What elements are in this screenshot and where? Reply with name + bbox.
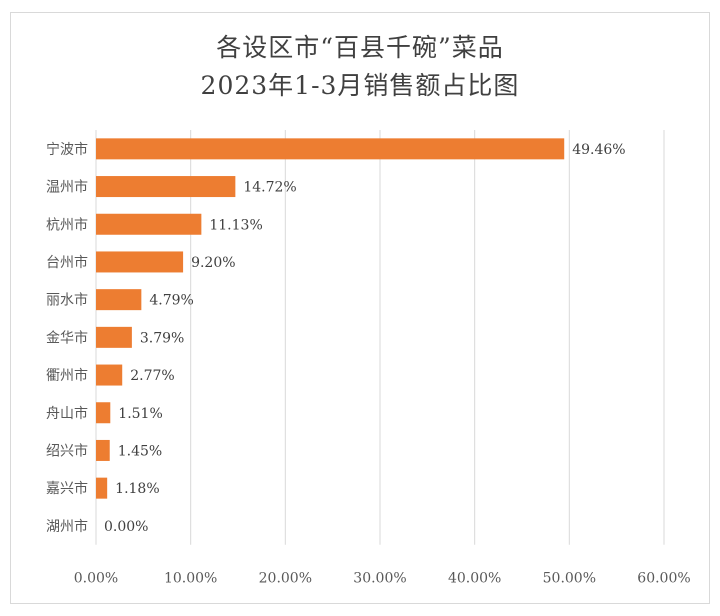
bar bbox=[96, 176, 236, 198]
gridlines bbox=[95, 130, 665, 545]
data-label: 1.45% bbox=[118, 443, 162, 459]
bar bbox=[96, 439, 110, 461]
x-tick-labels: 0.00% 10.00% 20.00% 30.00% 40.00% 50.00% 60.00… bbox=[74, 571, 691, 587]
data-label: 14.72% bbox=[243, 180, 296, 196]
chart-title: 各设区市“百县千碗”菜品 bbox=[216, 33, 504, 62]
data-label: 0.00% bbox=[104, 519, 148, 535]
category-label: 丽水市 bbox=[46, 292, 88, 309]
bars bbox=[96, 138, 565, 499]
x-tick-label: 10.00% bbox=[164, 571, 217, 587]
category-label: 宁波市 bbox=[46, 141, 88, 158]
category-label: 舟山市 bbox=[46, 405, 88, 422]
category-label: 嘉兴市 bbox=[46, 480, 88, 497]
bar bbox=[96, 213, 202, 235]
data-label: 49.46% bbox=[572, 142, 625, 158]
bar bbox=[96, 364, 123, 386]
data-label: 4.79% bbox=[149, 293, 193, 309]
category-label: 台州市 bbox=[46, 254, 88, 271]
data-label: 9.20% bbox=[191, 255, 235, 271]
data-label: 1.51% bbox=[118, 406, 162, 422]
category-label: 温州市 bbox=[46, 179, 88, 196]
bar bbox=[96, 326, 132, 348]
category-label: 湖州市 bbox=[46, 518, 88, 535]
data-label: 1.18% bbox=[115, 481, 159, 497]
bar bbox=[96, 138, 565, 160]
x-tick-label: 40.00% bbox=[448, 571, 501, 587]
bar bbox=[96, 477, 108, 499]
x-tick-label: 0.00% bbox=[74, 571, 118, 587]
bar bbox=[96, 402, 111, 424]
category-label: 杭州市 bbox=[46, 216, 88, 233]
data-label: 2.77% bbox=[130, 368, 174, 384]
bar bbox=[96, 289, 142, 311]
category-label: 金华市 bbox=[46, 329, 88, 346]
x-tick-label: 30.00% bbox=[353, 571, 406, 587]
x-tick-label: 20.00% bbox=[259, 571, 312, 587]
data-labels: 49.46% 14.72% 11.13% 9.20% 4.79% 3.79% 2.77% 1.… bbox=[104, 142, 626, 535]
category-label: 衢州市 bbox=[46, 367, 88, 384]
chart-subtitle: 2023年1-3月销售额占比图 bbox=[200, 71, 520, 100]
bar bbox=[96, 251, 184, 273]
data-label: 3.79% bbox=[140, 330, 184, 346]
category-label: 绍兴市 bbox=[46, 442, 88, 459]
x-tick-label: 60.00% bbox=[637, 571, 690, 587]
data-label: 11.13% bbox=[209, 217, 262, 233]
x-tick-label: 50.00% bbox=[543, 571, 596, 587]
